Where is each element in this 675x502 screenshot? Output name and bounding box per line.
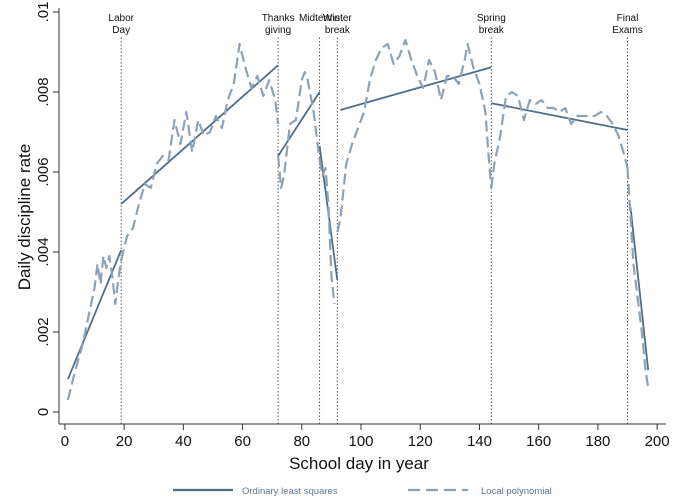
- y-tick-label: .006: [35, 157, 52, 186]
- local-polynomial-line: [318, 159, 336, 305]
- y-tick-label: .002: [35, 317, 52, 346]
- event-markers: LaborDayThanksgivingMidtermsWinterbreakS…: [108, 13, 643, 424]
- event-label: Midterms: [299, 13, 340, 24]
- event-label: Spring: [477, 13, 506, 24]
- axes: 0 20 40 60 80 100 120 140 160 180 200 0 .002 .004 .006…: [35, 2, 670, 450]
- event-label: break: [479, 25, 505, 36]
- y-tick-label: 0: [35, 408, 52, 416]
- series-lines: [66, 38, 650, 401]
- local-polynomial-line: [120, 42, 280, 261]
- x-tick-label: 140: [467, 433, 492, 450]
- y-tick-label: .01: [35, 2, 52, 23]
- local-polynomial-line: [66, 254, 123, 401]
- y-tick-label: .008: [35, 77, 52, 106]
- event-label: Exams: [612, 25, 643, 36]
- event-label: Final: [617, 13, 639, 24]
- x-tick-label: 160: [526, 433, 551, 450]
- ols-line: [629, 207, 650, 371]
- x-tick-label: 80: [293, 433, 310, 450]
- legend: Ordinary least squares Local polynomial: [173, 486, 552, 497]
- x-tick-label: 20: [116, 433, 133, 450]
- x-tick-label: 0: [61, 433, 69, 450]
- event-label: Thanks: [262, 13, 295, 24]
- local-polynomial-line: [277, 70, 321, 190]
- event-label: break: [325, 25, 351, 36]
- x-tick-label: 180: [585, 433, 610, 450]
- x-axis-title: School day in year: [289, 454, 429, 473]
- ols-line: [67, 249, 123, 380]
- x-tick-label: 60: [234, 433, 251, 450]
- local-polynomial-line: [626, 167, 650, 389]
- y-tick-label: .004: [35, 237, 52, 266]
- legend-label-ols: Ordinary least squares: [242, 486, 338, 497]
- y-axis-title: Daily discipline rate: [15, 144, 34, 290]
- event-label: Day: [112, 25, 130, 36]
- x-tick-label: 100: [349, 433, 374, 450]
- event-label: giving: [265, 25, 291, 36]
- x-tick-label: 120: [408, 433, 433, 450]
- legend-label-poly: Local polynomial: [481, 486, 552, 497]
- event-label: Winter: [323, 13, 353, 24]
- local-polynomial-line: [490, 90, 629, 189]
- x-tick-label: 40: [175, 433, 192, 450]
- event-label: Labor: [108, 13, 134, 24]
- ols-line: [491, 102, 628, 131]
- local-polynomial-line: [336, 38, 493, 233]
- x-tick-label: 200: [645, 433, 670, 450]
